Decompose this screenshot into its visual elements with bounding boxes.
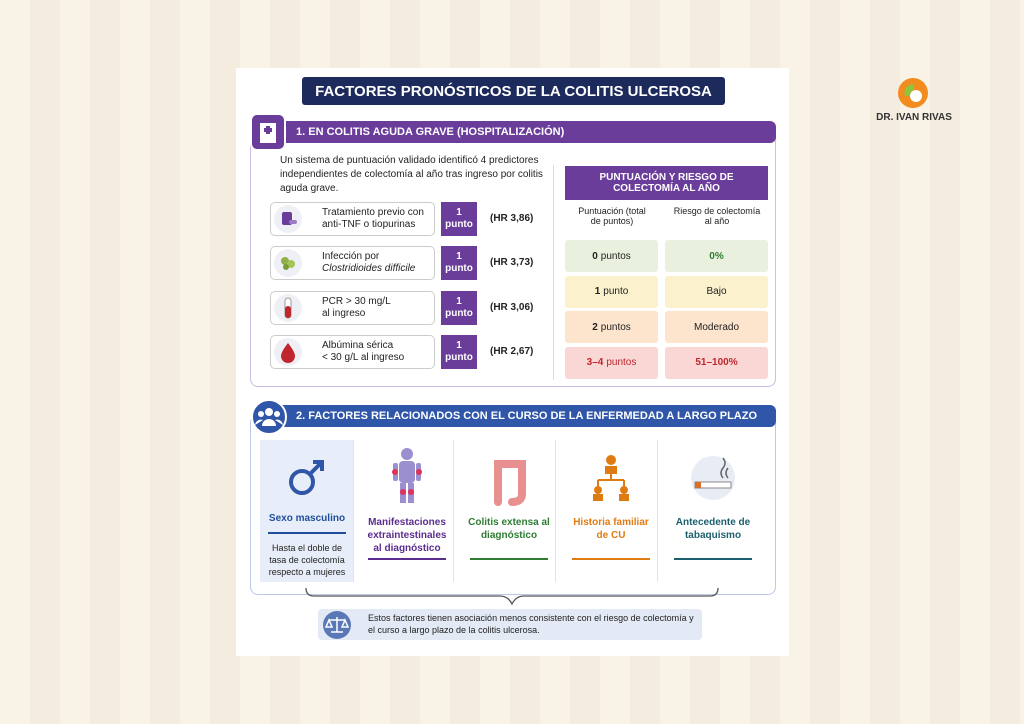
brace: [305, 587, 719, 606]
factor-icon: [382, 446, 432, 511]
factor-underline: [368, 558, 446, 560]
score-cell: 3–4 puntos: [565, 346, 658, 379]
points-badge: 1 punto: [441, 202, 477, 236]
score-number: 1: [594, 286, 601, 297]
people-icon: [251, 399, 287, 435]
score-cell: 0 puntos: [565, 240, 658, 272]
label-line: PCR > 30 mg/L: [322, 295, 391, 307]
predictor-label: PCR > 30 mg/L al ingreso: [322, 296, 434, 320]
factor-card: [260, 440, 354, 582]
score-number: 0: [592, 250, 598, 262]
column-header: Puntuación (total de puntos): [578, 206, 646, 226]
predictor-box: [270, 202, 435, 236]
label-line: al ingreso: [322, 307, 366, 319]
divider: [553, 165, 554, 380]
predictor-icon: [274, 249, 302, 282]
table-title: PUNTUACIÓN Y RIESGO DE COLECTOMÍA AL AÑO: [565, 166, 768, 200]
label-line: Tratamiento previo con: [322, 207, 424, 218]
factor-title: Manifestaciones extraintestinales al dia…: [367, 517, 447, 554]
score-cell: 2 puntos: [565, 311, 658, 343]
label-line: Clostridioides difficile: [322, 263, 416, 275]
points-badge: 1 punto: [441, 290, 477, 325]
risk-cell: Moderado: [665, 311, 768, 343]
label-line: < 30 g/L al ingreso: [322, 351, 405, 363]
factor-icon: [484, 452, 534, 513]
section1-heading: 1. EN COLITIS AGUDA GRAVE (HOSPITALIZACI…: [270, 121, 776, 143]
risk-cell: 0%: [665, 240, 768, 272]
predictor-label: Infección por Clostridioides difficile: [322, 251, 434, 275]
column-header: Riesgo de colectomía al año: [673, 206, 761, 226]
score-unit: puntos: [600, 250, 631, 262]
factor-underline: [470, 558, 548, 560]
predictor-label: Tratamiento previo con anti-TNF o tiopuri…: [322, 207, 434, 231]
factor-title: Historia familiar de CU: [573, 517, 649, 541]
factor-icon: [282, 452, 332, 507]
factor-title: Colitis extensa al diagnóstico: [468, 517, 550, 541]
factor-title: Sexo masculino: [268, 513, 346, 524]
scale-icon: [323, 611, 351, 639]
logo-name: DR. IVAN RIVAS: [876, 112, 952, 123]
factor-card: [462, 440, 556, 582]
hazard-ratio: (HR 2,67): [490, 345, 534, 357]
points-badge: 1 punto: [441, 246, 477, 281]
predictor-icon: [274, 337, 302, 371]
predictor-icon: [274, 293, 302, 327]
factor-underline: [268, 532, 346, 534]
score-number: 2: [592, 321, 598, 333]
risk-cell: Bajo: [665, 275, 768, 308]
hospital-icon: [250, 113, 286, 151]
predictor-box: [270, 246, 435, 281]
factor-title: Antecedente de tabaquismo: [675, 517, 751, 541]
hazard-ratio: (HR 3,86): [490, 213, 534, 224]
factor-card: [564, 440, 658, 582]
predictor-box: [270, 290, 435, 325]
label-line: Albúmina sérica: [322, 339, 394, 351]
predictor-box: [270, 334, 435, 369]
predictor-label: Albúmina sérica < 30 g/L al ingreso: [322, 340, 434, 364]
factor-icon: [586, 452, 636, 507]
score-unit: puntos: [600, 321, 631, 333]
score-number: 3–4: [586, 357, 604, 368]
factor-card: [360, 440, 454, 582]
logo-icon: [898, 78, 928, 108]
score-unit: punto: [603, 286, 629, 297]
score-unit: puntos: [606, 357, 637, 368]
label-line: Infección por: [322, 251, 380, 263]
predictor-icon: [274, 205, 302, 238]
factor-description: Hasta el doble de tasa de colectomía res…: [268, 543, 346, 577]
intro: Un sistema de puntuación validado identi…: [280, 155, 543, 194]
hazard-ratio: (HR 3,06): [490, 301, 534, 313]
hazard-ratio: (HR 3,73): [490, 257, 534, 269]
title: FACTORES PRONÓSTICOS DE LA COLITIS ULCER…: [302, 77, 725, 105]
points-badge: 1 punto: [441, 334, 477, 369]
factor-underline: [674, 558, 752, 560]
section2-heading: 2. FACTORES RELACIONADOS CON EL CURSO DE…: [270, 405, 776, 427]
factor-underline: [572, 558, 650, 560]
factor-icon: [688, 452, 738, 507]
risk-cell: 51–100%: [665, 346, 768, 379]
note-box: [318, 609, 702, 640]
score-cell: 1 punto: [565, 275, 658, 308]
note: Estos factores tienen asociación menos c…: [368, 613, 694, 635]
label-line: anti-TNF o tiopurinas: [322, 219, 416, 230]
